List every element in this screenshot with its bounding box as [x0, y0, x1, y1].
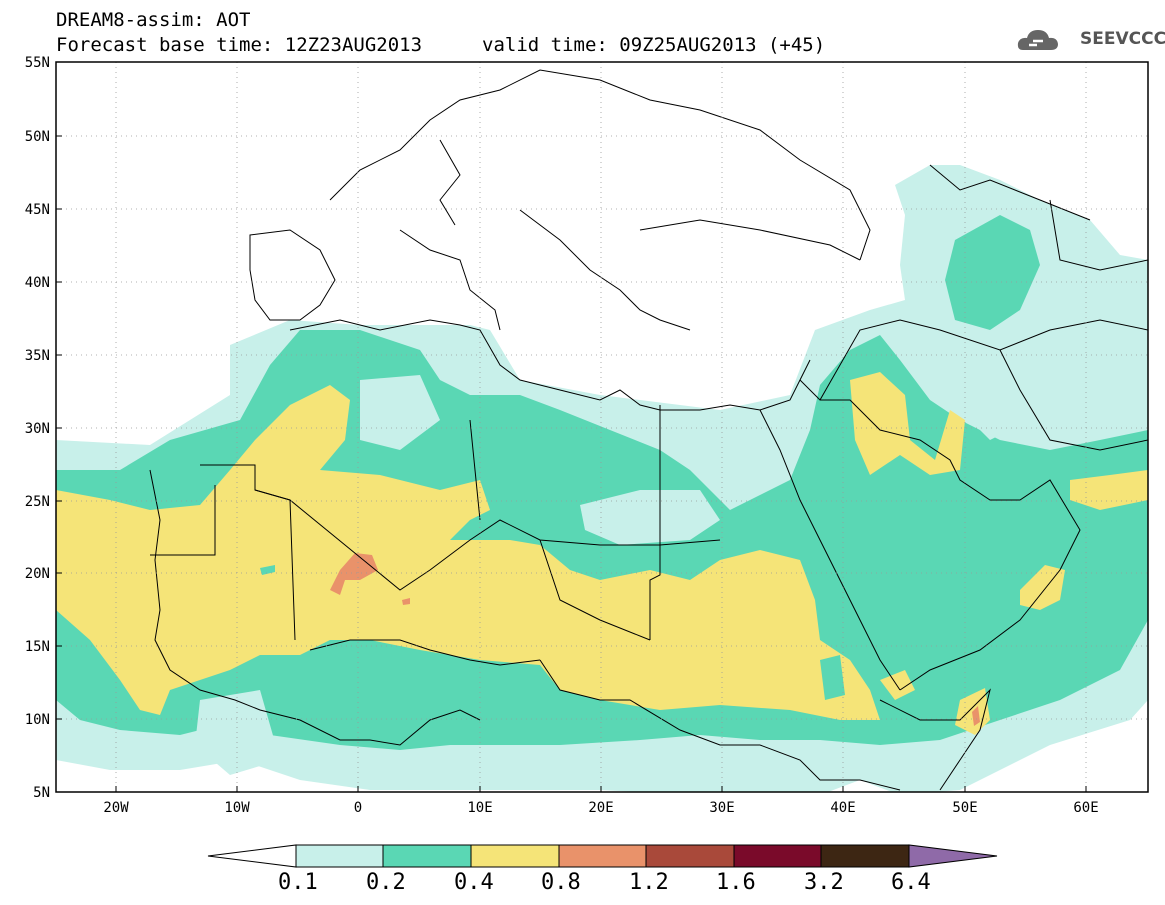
aot-contour-0.1: [580, 490, 720, 545]
lat-label-30n: 30N: [25, 421, 50, 437]
lat-label-5n: 5N: [33, 785, 50, 801]
colorbar-swatch-0.8: [558, 844, 647, 868]
title-line-1: DREAM8-assim: AOT: [56, 9, 251, 31]
lon-label-20w: 20W: [103, 800, 129, 816]
colorbar-swatch-0.1: [295, 844, 384, 868]
colorbar-label-0.2: 0.2: [366, 870, 406, 895]
aot-contour-0.8: [402, 598, 410, 605]
colorbar-high-triangle: [908, 844, 998, 868]
cloud-logo-icon: [1017, 30, 1058, 50]
colorbar-label-6.4: 6.4: [891, 870, 931, 895]
colorbar-label-0.8: 0.8: [541, 870, 581, 895]
aot-contour-0.1: [360, 375, 440, 450]
lat-label-20n: 20N: [25, 566, 50, 582]
colorbar-low-triangle: [207, 844, 297, 868]
colorbar-label-1.6: 1.6: [716, 870, 756, 895]
lon-label-20e: 20E: [588, 800, 613, 816]
lon-label-40e: 40E: [830, 800, 855, 816]
lon-label-10w: 10W: [224, 800, 250, 816]
aot-contour-0.1: [960, 380, 1030, 440]
colorbar-swatch-1.2: [645, 844, 735, 868]
aot-contour-0.1: [195, 690, 280, 775]
colorbar-label-3.2: 3.2: [804, 870, 844, 895]
lat-label-40n: 40N: [25, 275, 50, 291]
lat-label-10n: 10N: [25, 712, 50, 728]
lat-label-25n: 25N: [25, 494, 50, 510]
lat-label-15n: 15N: [25, 639, 50, 655]
aot-contour-0.2: [945, 215, 1040, 330]
map-frame: [55, 61, 1149, 793]
title-forecast-base-time: Forecast base time: 12Z23AUG2013: [56, 34, 423, 56]
colorbar-label-1.2: 1.2: [629, 870, 669, 895]
title-valid-time: valid time: 09Z25AUG2013 (+45): [482, 34, 826, 56]
colorbar-label-0.1: 0.1: [278, 870, 318, 895]
aot-contour-0.4: [56, 385, 880, 720]
colorbar-swatch-0.2: [382, 844, 472, 868]
logo-text: SEEVCCC: [1080, 29, 1165, 49]
lat-label-50n: 50N: [25, 129, 50, 145]
colorbar-label-0.4: 0.4: [454, 870, 494, 895]
aot-contour-0.4: [850, 372, 965, 475]
aot-contour-0.8: [972, 706, 980, 726]
lat-label-35n: 35N: [25, 348, 50, 364]
lon-label-10e: 10E: [467, 800, 492, 816]
lon-label-30e: 30E: [709, 800, 734, 816]
aot-contour-0.4: [1070, 470, 1148, 510]
aot-contour-0.4: [880, 670, 915, 700]
lon-label-50e: 50E: [952, 800, 977, 816]
colorbar-swatch-1.6: [733, 844, 822, 868]
axis-ticks: [56, 61, 1087, 793]
colorbar: [207, 844, 998, 868]
colorbar-swatch-0.4: [470, 844, 560, 868]
lon-label-0: 0: [354, 800, 362, 816]
lat-label-45n: 45N: [25, 202, 50, 218]
lon-label-60e: 60E: [1073, 800, 1098, 816]
colorbar-swatch-3.2: [820, 844, 910, 868]
coastlines: [149, 69, 1148, 791]
lat-label-55n: 55N: [25, 55, 50, 71]
aot-contour-0.8: [330, 553, 378, 595]
aot-contour-0.4: [1020, 565, 1065, 610]
gridlines: [56, 62, 1148, 792]
aot-contour-0.2: [260, 565, 275, 575]
aot-contour-0.2: [820, 655, 845, 700]
